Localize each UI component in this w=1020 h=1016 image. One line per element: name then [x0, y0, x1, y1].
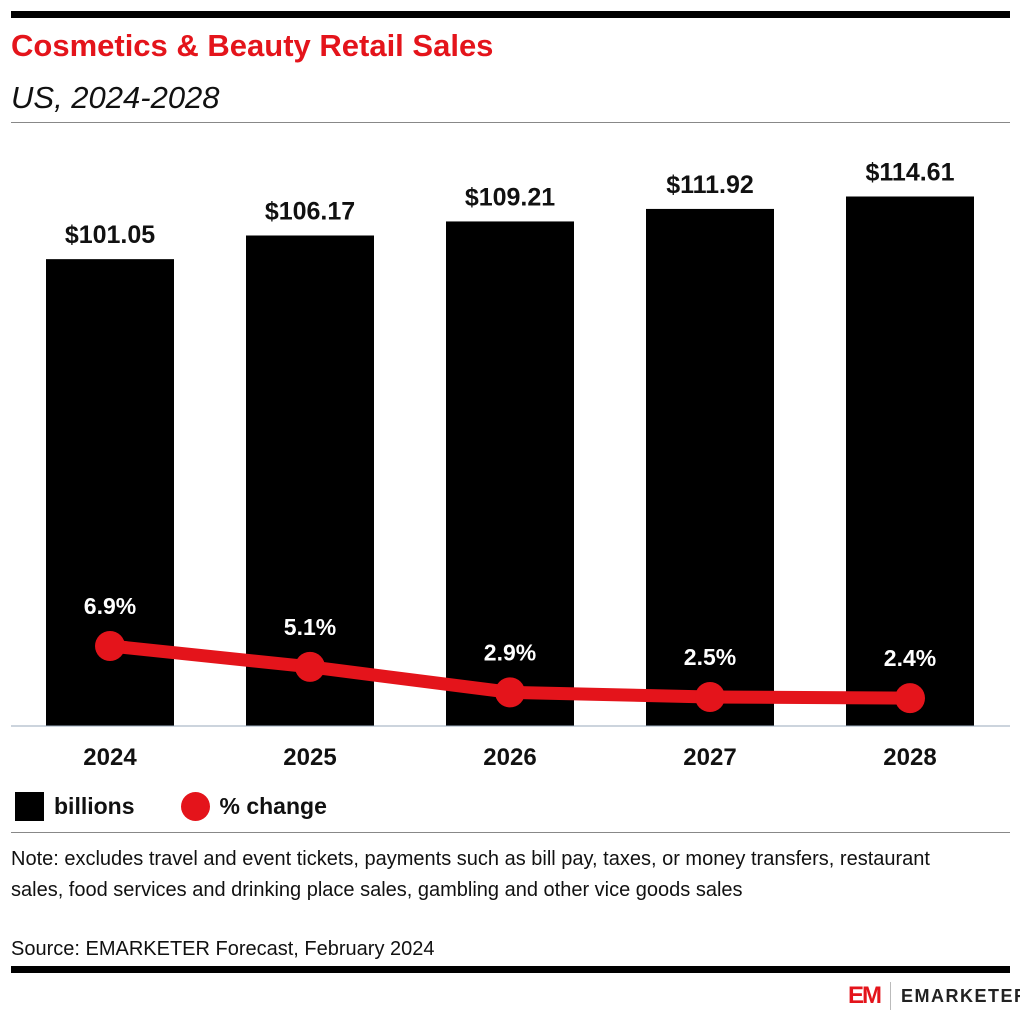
pct-point-2028: [895, 683, 925, 714]
x-tick-2027: 2027: [683, 744, 736, 771]
pct-label-2026: 2.9%: [484, 639, 536, 665]
chart-title: Cosmetics & Beauty Retail Sales: [11, 28, 494, 63]
legend-bar-label: billions: [54, 793, 135, 819]
top-rule: [11, 11, 1010, 18]
legend-line-swatch: [180, 792, 210, 821]
chart-subtitle: US, 2024-2028: [11, 80, 220, 115]
pct-label-2028: 2.4%: [884, 645, 936, 671]
bar-2027: [646, 208, 774, 727]
pct-point-2025: [295, 651, 325, 682]
x-tick-2025: 2025: [283, 744, 336, 771]
bar-2026: [446, 221, 574, 726]
bar-label-2028: $114.61: [866, 159, 955, 187]
x-tick-2024: 2024: [83, 744, 137, 771]
pct-label-2025: 5.1%: [284, 614, 336, 640]
bottom-rule: [11, 966, 1010, 973]
header-divider: [11, 122, 1010, 123]
pct-label-2024: 6.9%: [84, 593, 136, 619]
pct-point-2027: [695, 682, 725, 712]
legend-bar-swatch: [15, 792, 44, 821]
bar-label-2027: $111.92: [666, 171, 754, 199]
logo-separator: [890, 982, 891, 1010]
legend: billions % change: [15, 792, 327, 821]
logo-mark: EM: [848, 982, 882, 1009]
pct-point-2026: [495, 677, 525, 708]
emarketer-logo: EM EMARKETER: [848, 982, 1020, 1010]
note: Note: excludes travel and event tickets,…: [11, 848, 930, 901]
pct-point-2024: [95, 630, 125, 661]
logo-text: EMARKETER: [901, 985, 1020, 1006]
x-tick-2028: 2028: [883, 744, 936, 771]
bar-label-2025: $106.17: [265, 197, 355, 225]
legend-divider: [11, 832, 1010, 833]
pct-label-2027: 2.5%: [684, 644, 736, 670]
bar-label-2026: $109.21: [465, 183, 555, 211]
bar-label-2024: $101.05: [65, 221, 155, 249]
x-tick-2026: 2026: [483, 744, 536, 771]
bar-2028: [846, 196, 974, 726]
bar-2025: [246, 235, 374, 726]
legend-line-label: % change: [219, 793, 327, 819]
source: Source: EMARKETER Forecast, February 202…: [11, 938, 435, 960]
plot-area: $101.05 2024 $106.17 2025 $109.21 2026 $111.92…: [11, 159, 1010, 771]
